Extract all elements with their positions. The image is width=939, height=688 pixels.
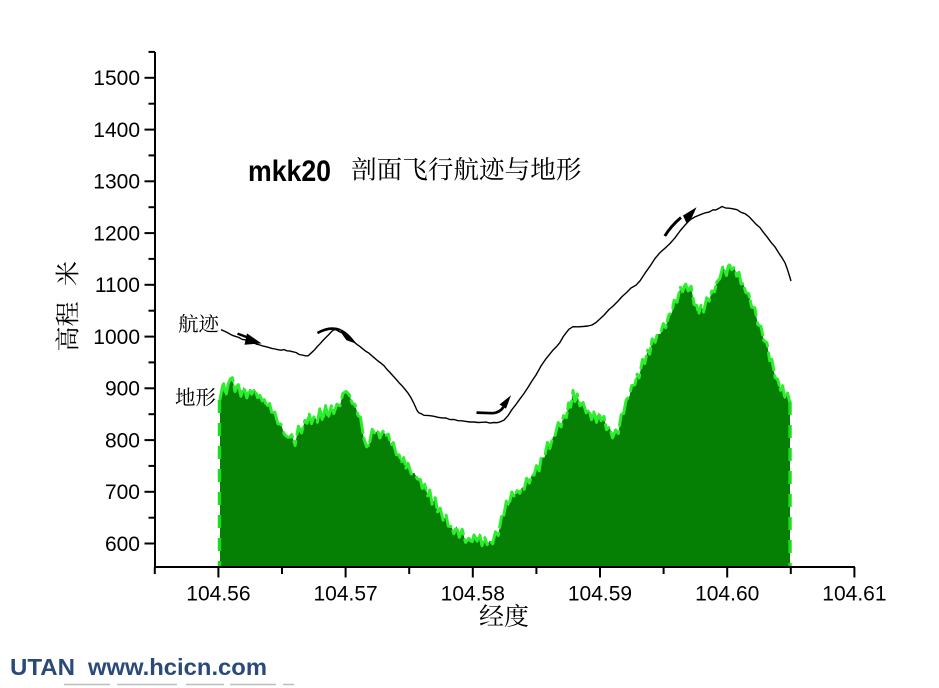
svg-text:104.56: 104.56 <box>186 583 250 606</box>
svg-text:104.58: 104.58 <box>441 583 505 606</box>
svg-text:1400: 1400 <box>93 119 140 142</box>
svg-text:UTAN: UTAN <box>10 654 75 680</box>
svg-text:104.57: 104.57 <box>313 583 377 606</box>
svg-text:www.hcicn.com: www.hcicn.com <box>87 654 267 680</box>
svg-text:600: 600 <box>105 533 140 556</box>
svg-text:1100: 1100 <box>95 274 140 297</box>
svg-text:800: 800 <box>105 429 140 452</box>
svg-text:1300: 1300 <box>93 171 140 194</box>
svg-text:104.59: 104.59 <box>568 583 632 606</box>
svg-text:1000: 1000 <box>93 326 140 349</box>
svg-text:1500: 1500 <box>93 67 140 90</box>
svg-text:104.61: 104.61 <box>822 583 886 606</box>
svg-text:1200: 1200 <box>93 222 140 245</box>
svg-text:700: 700 <box>105 481 140 504</box>
svg-text:104.60: 104.60 <box>695 583 759 606</box>
svg-text:900: 900 <box>105 378 140 401</box>
svg-text:mkk20: mkk20 <box>248 155 331 188</box>
